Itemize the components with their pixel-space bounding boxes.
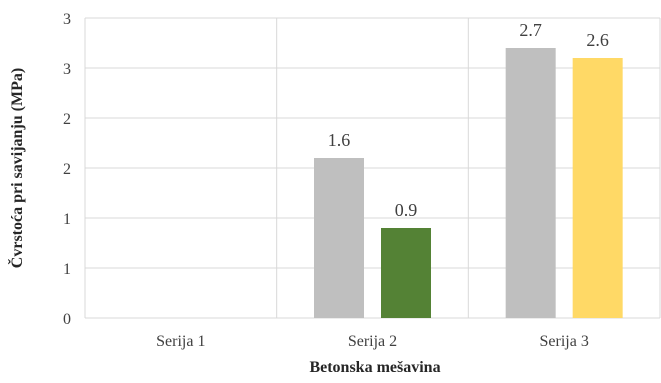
bar-value-label: 0.9: [395, 200, 418, 220]
tick-layer: 0 1 1 2 2 3 3 Serija 1 Serija 2 Serija 3: [63, 11, 589, 350]
x-tick-label: Serija 3: [540, 333, 589, 350]
x-axis-title: Betonska mešavina: [309, 359, 440, 376]
y-tick-label: 3: [63, 11, 71, 28]
y-tick-label: 2: [63, 161, 71, 178]
bar: [572, 58, 623, 318]
x-tick-label: Serija 1: [156, 333, 205, 350]
bar-value-label: 1.6: [328, 130, 351, 150]
bar-layer: [314, 48, 623, 318]
y-tick-label: 1: [63, 261, 71, 278]
y-tick-label: 2: [63, 111, 71, 128]
bar: [314, 158, 364, 318]
bar-value-label: 2.7: [519, 20, 542, 40]
bar: [505, 48, 556, 318]
label-layer: 1.6 0.9 2.7 2.6: [328, 20, 609, 220]
y-tick-label: 3: [63, 61, 71, 78]
y-tick-label: 0: [63, 311, 71, 328]
bar-value-label: 2.6: [586, 30, 609, 50]
bar: [381, 228, 431, 318]
y-axis-title: Čvrstoća pri savijanju (MPa): [7, 68, 26, 268]
y-tick-label: 1: [63, 211, 71, 228]
x-tick-label: Serija 2: [348, 333, 397, 350]
grid-layer: [84, 17, 661, 319]
